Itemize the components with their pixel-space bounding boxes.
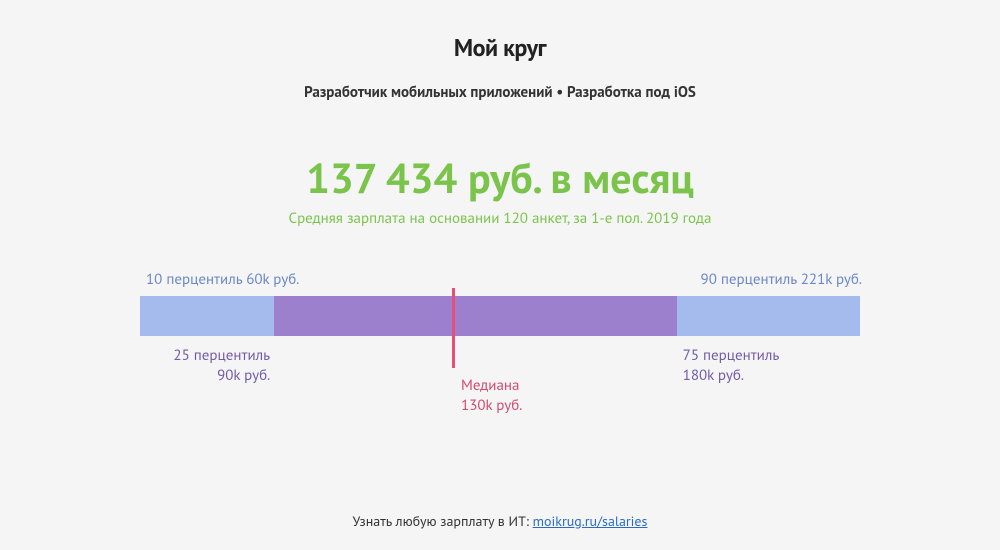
p75-label: 75 перцентиль 180k руб. — [683, 346, 780, 385]
p10-label-text: 10 перцентиль 60k руб. — [146, 270, 299, 289]
median-label: Медиана 130k руб. — [461, 376, 522, 415]
salary-boxplot — [0, 296, 1000, 336]
p25-label-line1: 25 перцентиль — [154, 346, 270, 366]
footer-text: Узнать любую зарплату в ИТ: — [353, 512, 533, 530]
p75-label-line2: 180k руб. — [683, 366, 780, 386]
average-salary-caption: Средняя зарплата на основании 120 анкет,… — [0, 209, 1000, 228]
p25-label-line2: 90k руб. — [154, 366, 270, 386]
median-label-line1: Медиана — [461, 376, 522, 396]
p90-label: 90 перцентиль 221k руб. — [701, 270, 862, 290]
footer: Узнать любую зарплату в ИТ: moikrug.ru/s… — [0, 512, 1000, 530]
site-title: Мой круг — [0, 0, 1000, 63]
boxplot-median-line — [452, 288, 455, 368]
boxplot-iqr-box — [274, 296, 676, 336]
category-subtitle: Разработчик мобильных приложений • Разра… — [0, 83, 1000, 102]
p75-label-line1: 75 перцентиль — [683, 346, 780, 366]
median-label-line2: 130k руб. — [461, 396, 522, 416]
p90-label-text: 90 перцентиль 221k руб. — [701, 270, 862, 289]
infographic-container: Мой круг Разработчик мобильных приложени… — [0, 0, 1000, 550]
average-salary-value: 137 434 руб. в месяц — [0, 150, 1000, 205]
footer-link[interactable]: moikrug.ru/salaries — [533, 512, 648, 530]
p10-label: 10 перцентиль 60k руб. — [146, 270, 299, 290]
p25-label: 25 перцентиль 90k руб. — [154, 346, 270, 385]
